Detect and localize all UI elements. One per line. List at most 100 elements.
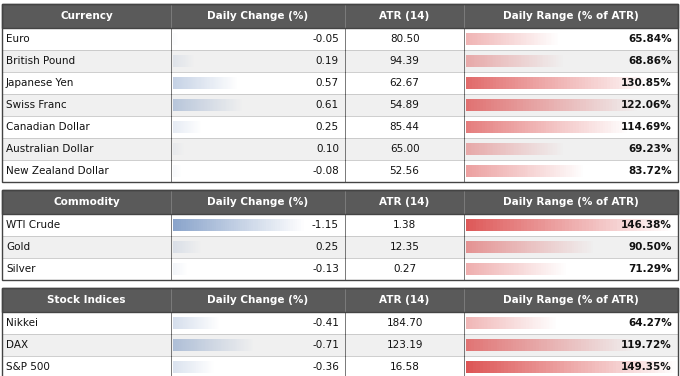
Bar [486,99,489,111]
Bar [482,263,484,275]
Bar [487,361,490,373]
Bar [179,317,180,329]
Bar [209,219,212,231]
Bar [561,339,564,351]
Bar [2,190,678,214]
Bar [210,361,211,373]
Bar [570,241,572,253]
Bar [544,317,545,329]
Bar [513,263,514,275]
Bar [602,121,605,133]
Bar [481,317,482,329]
Text: ATR (14): ATR (14) [379,197,430,207]
Bar [499,317,500,329]
Bar [534,33,535,45]
Bar [525,361,529,373]
Bar [541,317,543,329]
Bar [527,241,529,253]
Bar [607,219,610,231]
Bar [552,33,554,45]
Bar [605,121,608,133]
Bar [595,121,597,133]
Bar [182,219,184,231]
Bar [532,55,534,67]
Bar [484,263,486,275]
Bar [199,77,201,89]
Bar [534,143,535,155]
Bar [288,219,290,231]
Bar [475,55,477,67]
Bar [664,219,668,231]
Bar [2,160,678,182]
Bar [466,361,469,373]
Text: WTI Crude: WTI Crude [6,220,60,230]
Bar [471,121,474,133]
Bar [665,361,668,373]
Bar [661,219,664,231]
Bar [286,219,288,231]
Bar [510,241,513,253]
Bar [610,77,613,89]
Text: Daily Change (%): Daily Change (%) [207,11,309,21]
Bar [469,263,471,275]
Text: 52.56: 52.56 [390,166,420,176]
Bar [509,55,511,67]
Bar [189,317,190,329]
Bar [177,77,178,89]
Bar [606,99,609,111]
Bar [490,165,491,177]
Text: 71.29%: 71.29% [628,264,672,274]
Bar [2,138,678,160]
Bar [589,219,592,231]
Bar [480,339,483,351]
Text: 0.19: 0.19 [316,56,339,66]
Bar [239,339,240,351]
Bar [562,263,564,275]
Text: -0.05: -0.05 [312,34,339,44]
Bar [466,339,469,351]
Bar [484,77,487,89]
Bar [506,263,507,275]
Bar [271,219,273,231]
Bar [525,339,528,351]
Bar [494,263,496,275]
Bar [213,77,214,89]
Bar [587,241,589,253]
Bar [479,143,480,155]
Bar [203,361,204,373]
Bar [209,77,210,89]
Bar [224,99,226,111]
Bar [490,219,493,231]
Bar [613,121,616,133]
Bar [211,99,212,111]
Bar [237,339,239,351]
Bar [493,317,494,329]
Bar [546,121,549,133]
Bar [240,99,241,111]
Bar [204,99,205,111]
Bar [475,33,477,45]
Bar [214,219,216,231]
Bar [240,219,242,231]
Bar [589,339,592,351]
Bar [489,241,491,253]
Bar [479,165,481,177]
Bar [236,339,237,351]
Bar [594,77,598,89]
Bar [606,361,609,373]
Bar [539,77,543,89]
Bar [607,77,610,89]
Bar [532,165,534,177]
Bar [515,55,517,67]
Bar [543,143,545,155]
Bar [501,33,503,45]
Bar [201,99,203,111]
Bar [568,241,570,253]
Bar [483,361,487,373]
Bar [567,361,571,373]
Bar [597,121,600,133]
Bar [499,165,501,177]
Text: Daily Change (%): Daily Change (%) [207,295,309,305]
Bar [221,77,222,89]
Bar [194,77,195,89]
